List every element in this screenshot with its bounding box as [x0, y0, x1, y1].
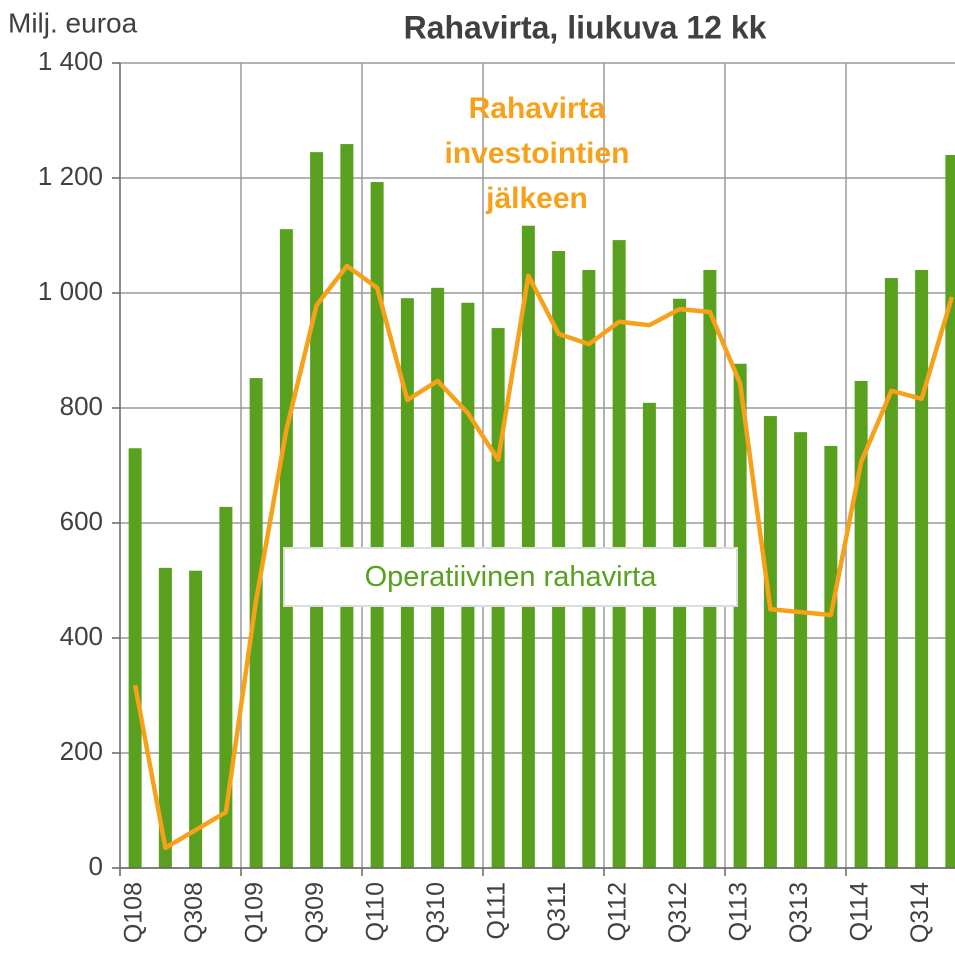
bar-annotation: Operatiivinen rahavirta [283, 547, 738, 607]
y-axis-label: Milj. euroa [8, 7, 138, 38]
bar [915, 270, 929, 868]
x-tick-label: Q314 [906, 882, 934, 943]
bar [733, 363, 747, 868]
chart-title: Rahavirta, liukuva 12 kk [404, 9, 767, 45]
x-tick-label: Q111 [483, 882, 511, 939]
bar [824, 445, 838, 868]
x-tick-label: Q114 [846, 882, 874, 941]
y-tick-label: 1 000 [38, 276, 103, 306]
x-tick-label: Q310 [422, 882, 450, 943]
x-tick-label: Q108 [120, 882, 148, 943]
bar [128, 448, 142, 868]
bar [854, 380, 868, 868]
x-tick-label: Q313 [785, 882, 813, 943]
bar [158, 567, 172, 868]
y-tick-label: 400 [60, 621, 103, 651]
y-tick-label: 800 [60, 391, 103, 421]
line-annotation: Rahavirta investointien jälkeen [444, 92, 630, 215]
x-tick-label: Q109 [241, 882, 269, 943]
bar [370, 182, 384, 868]
y-tick-label: 1 400 [38, 46, 103, 76]
bar [521, 225, 535, 869]
y-tick-label: 0 [89, 851, 103, 881]
x-tick-label: Q112 [604, 882, 632, 941]
bar [310, 152, 324, 868]
bar [884, 278, 898, 868]
bar [249, 378, 263, 868]
bar [763, 416, 777, 868]
y-tick-label: 1 200 [38, 161, 103, 191]
x-tick-label: Q110 [362, 882, 390, 941]
line [132, 263, 955, 851]
x-tick-label: Q113 [725, 882, 753, 941]
y-tick-label: 200 [60, 736, 103, 766]
bar [794, 432, 808, 868]
x-tick-label: Q311 [543, 882, 571, 941]
x-tick-label: Q309 [301, 882, 329, 943]
bar [642, 402, 656, 868]
bar [945, 155, 955, 868]
x-tick-label: Q312 [664, 882, 692, 943]
bar [340, 144, 354, 868]
y-tick-label: 600 [60, 506, 103, 536]
x-tick-label: Q308 [180, 882, 208, 943]
bar [189, 570, 203, 868]
